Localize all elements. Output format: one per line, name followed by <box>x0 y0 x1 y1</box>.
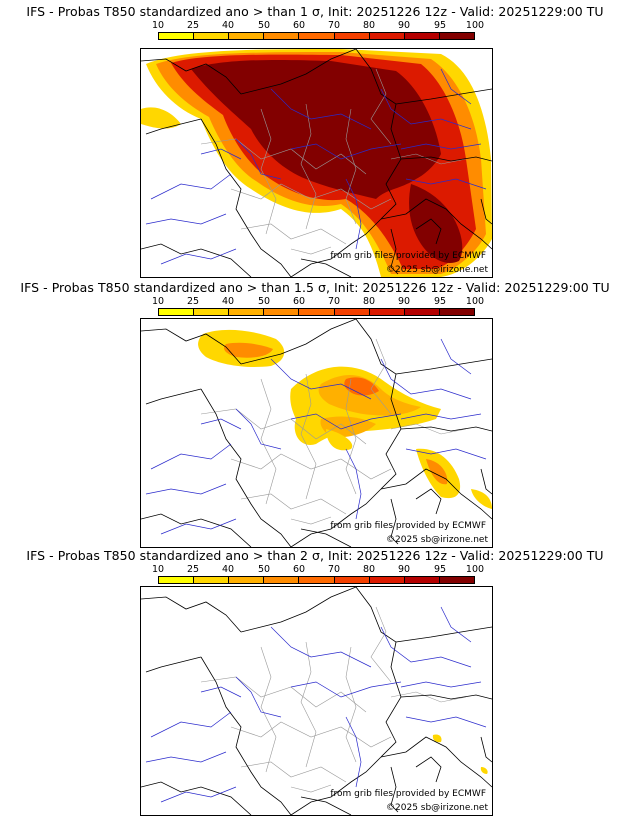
colorbar-swatch <box>404 577 440 583</box>
data-credit: from grib files provided by ECMWF <box>330 521 486 531</box>
colorbar <box>158 308 475 316</box>
colorbar-swatch <box>264 309 300 315</box>
colorbar-swatch <box>229 309 265 315</box>
colorbar-swatch <box>404 309 440 315</box>
colorbar-tick: 60 <box>292 296 306 307</box>
data-credit: from grib files provided by ECMWF <box>330 251 486 261</box>
colorbar <box>158 576 475 584</box>
colorbar-tick: 100 <box>465 296 485 307</box>
colorbar-tick: 80 <box>362 296 376 307</box>
colorbar-tick: 40 <box>221 20 235 31</box>
colorbar-tick: 95 <box>433 564 447 575</box>
copyright: ©2025 sb@irizone.net <box>386 265 488 275</box>
colorbar-tick: 90 <box>397 20 411 31</box>
colorbar-swatch <box>439 309 474 315</box>
colorbar-tick: 70 <box>327 564 341 575</box>
map-panel-1: IFS - Probas T850 standardized ano > tha… <box>0 4 630 279</box>
colorbar-swatch <box>439 33 474 39</box>
colorbar-tick: 80 <box>362 20 376 31</box>
colorbar-swatch <box>159 577 195 583</box>
colorbar-tick: 70 <box>327 20 341 31</box>
colorbar-tick: 60 <box>292 20 306 31</box>
probability-shading <box>432 734 488 774</box>
colorbar-swatch <box>299 309 335 315</box>
colorbar-swatch <box>194 33 230 39</box>
colorbar-tick: 50 <box>257 564 271 575</box>
colorbar-swatch <box>159 309 195 315</box>
panel-title: IFS - Probas T850 standardized ano > tha… <box>20 280 610 295</box>
colorbar-swatch <box>299 33 335 39</box>
colorbar-tick: 40 <box>221 296 235 307</box>
probability-map: from grib files provided by ECMWF ©2025 … <box>140 586 493 816</box>
colorbar-tick: 70 <box>327 296 341 307</box>
colorbar-tick: 80 <box>362 564 376 575</box>
colorbar-tick: 90 <box>397 564 411 575</box>
panel-title: IFS - Probas T850 standardized ano > tha… <box>26 4 604 19</box>
colorbar-swatch <box>299 577 335 583</box>
colorbar-tick: 25 <box>186 20 200 31</box>
map-canvas <box>141 319 492 547</box>
colorbar-tick: 50 <box>257 20 271 31</box>
map-canvas <box>141 49 492 277</box>
colorbar-labels: 10 25 40 50 60 70 80 90 95 100 <box>152 20 490 31</box>
colorbar-tick: 40 <box>221 564 235 575</box>
colorbar-tick: 60 <box>292 564 306 575</box>
probability-map: from grib files provided by ECMWF ©2025 … <box>140 318 493 548</box>
probability-shading <box>198 329 492 509</box>
colorbar-tick: 10 <box>151 564 165 575</box>
colorbar-swatch <box>229 577 265 583</box>
colorbar-tick: 10 <box>151 296 165 307</box>
colorbar-tick: 25 <box>186 564 200 575</box>
colorbar-swatch <box>229 33 265 39</box>
colorbar-swatch <box>334 33 370 39</box>
colorbar-labels: 10 25 40 50 60 70 80 90 95 100 <box>152 564 490 575</box>
map-panel-3: IFS - Probas T850 standardized ano > tha… <box>0 548 630 824</box>
colorbar-tick: 100 <box>465 564 485 575</box>
probability-shading <box>141 49 492 277</box>
colorbar-swatch <box>334 309 370 315</box>
colorbar-swatch <box>369 33 405 39</box>
colorbar-swatch <box>369 309 405 315</box>
colorbar-swatch <box>264 577 300 583</box>
colorbar <box>158 32 475 40</box>
data-credit: from grib files provided by ECMWF <box>330 789 486 799</box>
colorbar-tick: 90 <box>397 296 411 307</box>
colorbar-tick: 25 <box>186 296 200 307</box>
colorbar-swatch <box>404 33 440 39</box>
colorbar-tick: 95 <box>433 20 447 31</box>
colorbar-tick: 10 <box>151 20 165 31</box>
colorbar-swatch <box>439 577 474 583</box>
copyright: ©2025 sb@irizone.net <box>386 803 488 813</box>
colorbar-swatch <box>159 33 195 39</box>
map-canvas <box>141 587 492 815</box>
colorbar-swatch <box>369 577 405 583</box>
colorbar-swatch <box>194 309 230 315</box>
colorbar-swatch <box>194 577 230 583</box>
colorbar-swatch <box>264 33 300 39</box>
copyright: ©2025 sb@irizone.net <box>386 535 488 545</box>
colorbar-tick: 95 <box>433 296 447 307</box>
colorbar-tick: 50 <box>257 296 271 307</box>
colorbar-tick: 100 <box>465 20 485 31</box>
map-panel-2: IFS - Probas T850 standardized ano > tha… <box>0 280 630 550</box>
colorbar-labels: 10 25 40 50 60 70 80 90 95 100 <box>152 296 490 307</box>
colorbar-swatch <box>334 577 370 583</box>
panel-title: IFS - Probas T850 standardized ano > tha… <box>26 548 604 563</box>
probability-map: from grib files provided by ECMWF ©2025 … <box>140 48 493 278</box>
